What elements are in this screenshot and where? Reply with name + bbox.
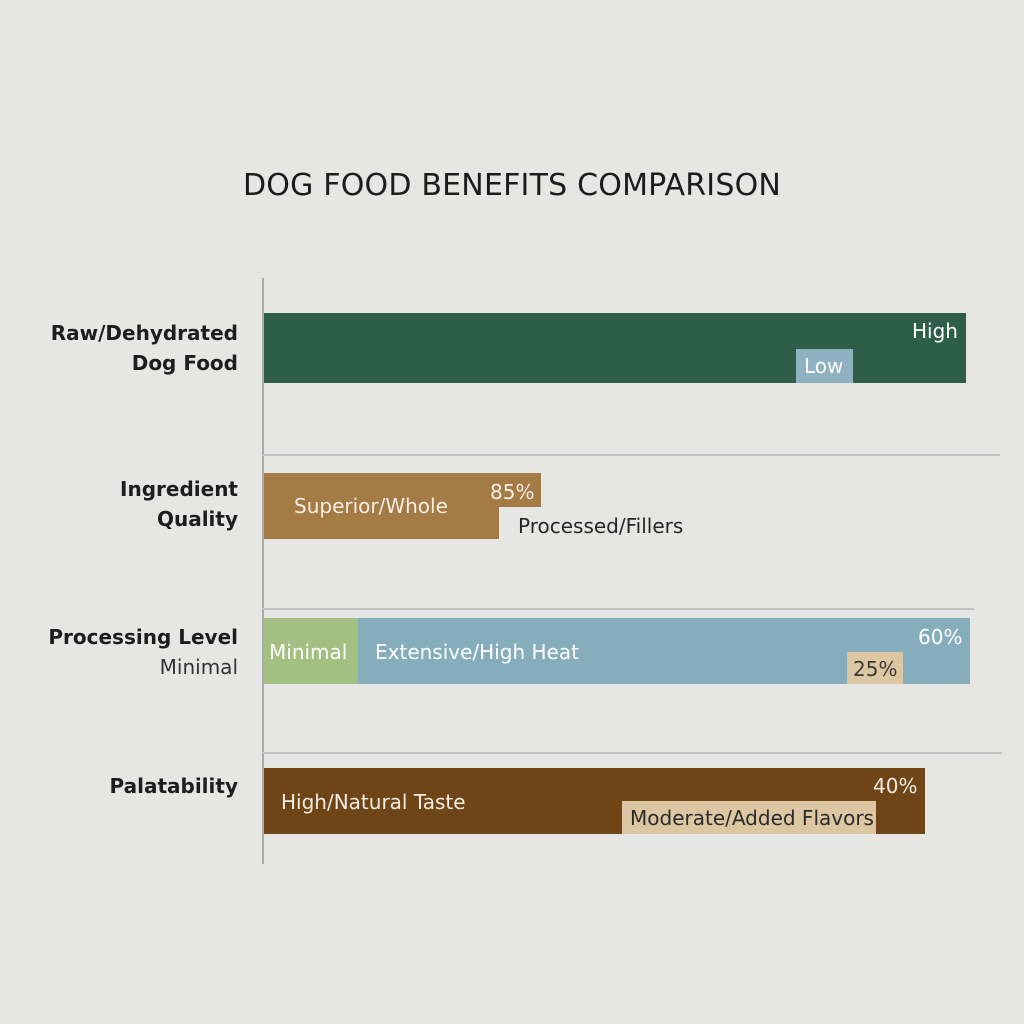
category-label-line1: Ingredient xyxy=(120,477,238,501)
category-label-line1: Palatability xyxy=(109,774,238,798)
label-moderate-added-flavors: Moderate/Added Flavors xyxy=(630,806,874,830)
bar-ingredient-85-tab xyxy=(499,473,541,507)
label-40-percent: 40% xyxy=(873,774,918,798)
row-separator xyxy=(262,752,1002,754)
category-label-line2: Minimal xyxy=(159,655,238,679)
bar-processing-minimal xyxy=(264,618,358,684)
bar-palatability-moderate-badge xyxy=(622,801,876,834)
label-processed-fillers: Processed/Fillers xyxy=(518,514,684,538)
label-minimal: Minimal xyxy=(269,640,348,664)
bar-raw-low-badge xyxy=(796,349,853,383)
label-high: High xyxy=(912,319,958,343)
label-85-percent: 85% xyxy=(490,480,535,504)
label-low: Low xyxy=(804,354,844,378)
category-label-line1: Raw/Dehydrated xyxy=(50,321,238,345)
label-high-natural-taste: High/Natural Taste xyxy=(281,790,466,814)
y-axis-line xyxy=(262,278,264,864)
row-separator xyxy=(262,608,974,610)
category-label-raw-dehydrated: Raw/Dehydrated Dog Food xyxy=(51,318,238,378)
label-superior-whole: Superior/Whole xyxy=(294,494,448,518)
bar-processing-25-badge xyxy=(847,652,903,684)
category-label-line2: Dog Food xyxy=(131,351,238,375)
category-label-processing-level: Processing Level Minimal xyxy=(48,622,238,682)
chart-title: DOG FOOD BENEFITS COMPARISON xyxy=(242,168,782,203)
label-extensive-high-heat: Extensive/High Heat xyxy=(375,640,579,664)
label-60-percent: 60% xyxy=(918,625,963,649)
bar-ingredient-superior xyxy=(264,473,499,539)
label-25-percent: 25% xyxy=(853,657,898,681)
bar-raw-high xyxy=(264,313,966,383)
row-separator xyxy=(262,454,1000,456)
category-label-ingredient-quality: Ingredient Quality xyxy=(120,474,238,534)
category-label-line1: Processing Level xyxy=(48,625,238,649)
category-label-line2: Quality xyxy=(156,507,238,531)
category-label-palatability: Palatability xyxy=(109,771,238,801)
